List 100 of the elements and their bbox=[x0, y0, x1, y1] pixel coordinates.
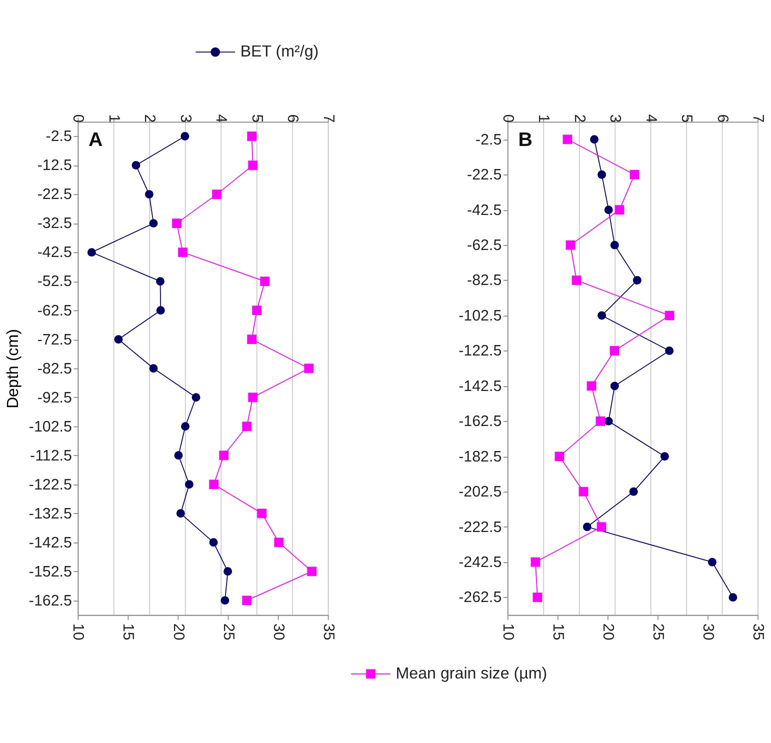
y-tick-label: -142.5 bbox=[28, 534, 72, 552]
x2-tick-label: 0 bbox=[499, 114, 516, 123]
point bbox=[610, 346, 620, 356]
y-axis-title: Depth (cm) bbox=[4, 329, 22, 409]
y-tick-label: -62.5 bbox=[37, 302, 72, 320]
point bbox=[172, 218, 182, 228]
x2-tick-label: 7 bbox=[750, 114, 767, 123]
point bbox=[209, 538, 218, 547]
x-tick-label: 35 bbox=[320, 623, 337, 640]
x-tick-label: 10 bbox=[499, 623, 516, 640]
point bbox=[257, 508, 267, 518]
point bbox=[248, 160, 258, 170]
point bbox=[664, 310, 674, 320]
legend-label: BET (m²/g) bbox=[240, 42, 319, 61]
y-tick-label: -42.5 bbox=[37, 244, 72, 262]
point bbox=[212, 190, 222, 199]
x-tick-label: 30 bbox=[700, 623, 717, 640]
x-tick-label: 10 bbox=[70, 623, 87, 640]
point bbox=[180, 132, 190, 141]
y-tick-label: -82.5 bbox=[37, 360, 72, 378]
y-tick-label: -242.5 bbox=[458, 554, 502, 572]
point bbox=[224, 567, 232, 576]
y-tick-label: -2.5 bbox=[475, 131, 502, 148]
point bbox=[632, 276, 642, 285]
point bbox=[610, 382, 619, 390]
x-tick-label: 25 bbox=[220, 623, 237, 640]
point bbox=[562, 134, 572, 144]
point bbox=[604, 416, 613, 426]
point bbox=[247, 334, 257, 344]
point bbox=[586, 381, 596, 391]
y-tick-label: -62.5 bbox=[467, 236, 502, 254]
y-tick-label: -72.5 bbox=[37, 331, 72, 348]
point bbox=[554, 452, 564, 462]
legend-label: Mean grain size (µm) bbox=[396, 664, 548, 682]
point bbox=[181, 422, 190, 431]
point bbox=[530, 557, 540, 567]
y-tick-label: -112.5 bbox=[30, 447, 72, 464]
point bbox=[590, 135, 599, 144]
point bbox=[596, 522, 606, 532]
point bbox=[728, 593, 738, 602]
x-tick-label: 25 bbox=[650, 623, 667, 640]
x2-tick-label: 6 bbox=[284, 114, 302, 123]
y-tick-label: -262.5 bbox=[458, 589, 502, 606]
point bbox=[614, 205, 624, 215]
y-tick-label: -102.5 bbox=[458, 307, 502, 324]
point bbox=[132, 161, 140, 170]
y-tick-label: -122.5 bbox=[458, 342, 502, 360]
x2-tick-label: 4 bbox=[642, 114, 660, 123]
point bbox=[582, 522, 592, 532]
y-tick-label: -102.5 bbox=[28, 418, 72, 436]
point bbox=[604, 206, 613, 214]
y-tick-label: -12.5 bbox=[37, 157, 72, 174]
y-tick-label: -122.5 bbox=[28, 476, 72, 494]
y-tick-label: -182.5 bbox=[458, 448, 502, 466]
y-tick-label: -142.5 bbox=[458, 378, 502, 395]
x-tick-label: 15 bbox=[120, 623, 137, 640]
y-tick-label: -222.5 bbox=[458, 518, 502, 536]
point bbox=[192, 393, 200, 402]
point bbox=[144, 190, 154, 199]
point bbox=[598, 311, 606, 320]
point bbox=[156, 306, 165, 315]
point bbox=[708, 558, 716, 566]
x2-tick-label: 4 bbox=[212, 114, 230, 123]
x-tick-label: 15 bbox=[549, 623, 566, 640]
point bbox=[307, 566, 317, 576]
point bbox=[532, 592, 542, 602]
y-tick-label: -22.5 bbox=[467, 166, 502, 184]
point bbox=[178, 248, 188, 258]
point bbox=[610, 240, 619, 250]
point bbox=[219, 450, 228, 460]
y-tick-label: -82.5 bbox=[467, 272, 502, 290]
annotation: B bbox=[518, 128, 532, 151]
y-tick-label: -162.5 bbox=[458, 413, 502, 430]
point bbox=[572, 276, 582, 285]
y-tick-label: -2.5 bbox=[46, 128, 72, 146]
y-tick-label: -202.5 bbox=[458, 484, 502, 501]
x-tick-label: 35 bbox=[750, 623, 767, 640]
x2-tick-label: 7 bbox=[320, 114, 337, 123]
point bbox=[156, 277, 165, 286]
point bbox=[248, 392, 258, 402]
point bbox=[209, 480, 218, 490]
point bbox=[242, 596, 252, 606]
point bbox=[114, 335, 123, 344]
y-tick-label: -32.5 bbox=[37, 215, 72, 232]
x2-tick-label: 1 bbox=[535, 114, 552, 123]
point bbox=[630, 170, 640, 180]
point bbox=[184, 480, 194, 489]
point bbox=[252, 306, 262, 316]
point bbox=[260, 276, 270, 286]
y-tick-label: -52.5 bbox=[37, 273, 72, 290]
x2-tick-label: 2 bbox=[570, 114, 588, 123]
point bbox=[566, 240, 576, 250]
point bbox=[220, 596, 230, 605]
point bbox=[629, 487, 638, 496]
y-tick-label: -132.5 bbox=[28, 505, 72, 522]
point bbox=[247, 132, 257, 141]
point bbox=[242, 422, 252, 432]
x2-tick-label: 1 bbox=[105, 114, 122, 123]
annotation: A bbox=[88, 128, 103, 151]
y-tick-label: -162.5 bbox=[28, 592, 72, 610]
